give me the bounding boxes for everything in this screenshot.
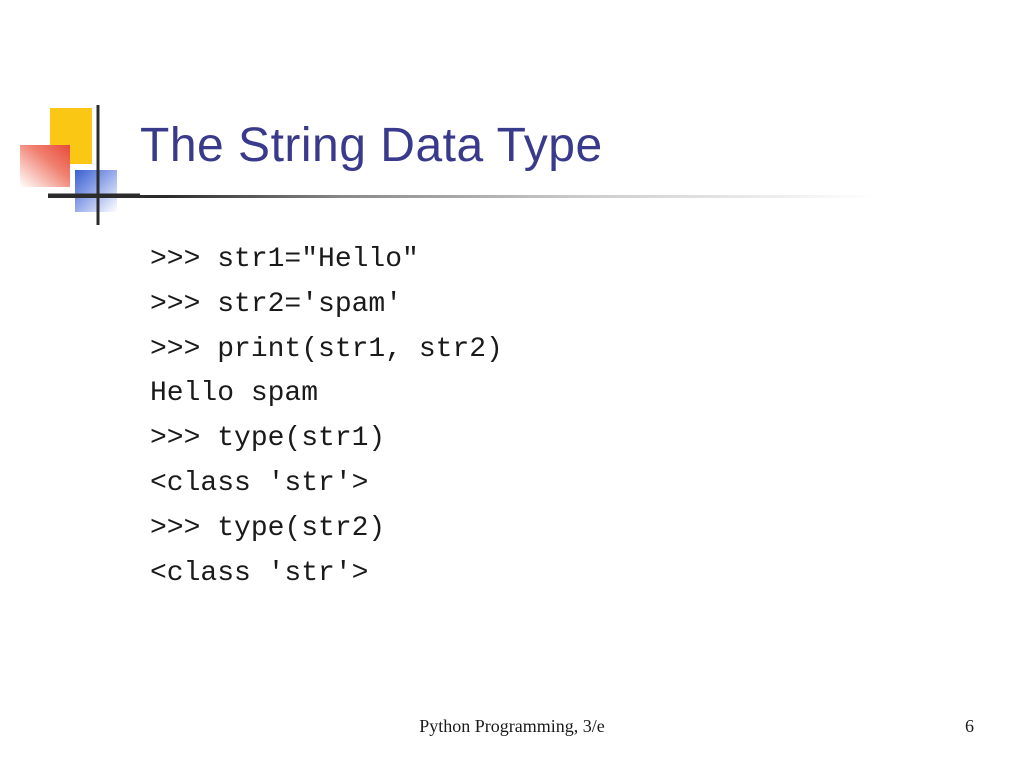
code-content: >>> str1="Hello" >>> str2='spam' >>> pri… — [150, 238, 964, 596]
title-container: The String Data Type — [140, 118, 984, 173]
code-line: >>> str1="Hello" — [150, 238, 964, 283]
code-line: >>> print(str1, str2) — [150, 328, 964, 373]
code-line: >>> type(str2) — [150, 507, 964, 552]
footer-text: Python Programming, 3/e — [419, 716, 605, 737]
code-line: Hello spam — [150, 372, 964, 417]
code-line: <class 'str'> — [150, 462, 964, 507]
code-line: >>> type(str1) — [150, 417, 964, 462]
slide-decoration — [20, 105, 140, 225]
title-underline — [48, 195, 1024, 198]
slide-footer: Python Programming, 3/e 6 — [0, 716, 1024, 740]
page-number: 6 — [965, 716, 974, 737]
code-line: >>> str2='spam' — [150, 283, 964, 328]
slide-title: The String Data Type — [140, 118, 984, 173]
code-line: <class 'str'> — [150, 552, 964, 597]
